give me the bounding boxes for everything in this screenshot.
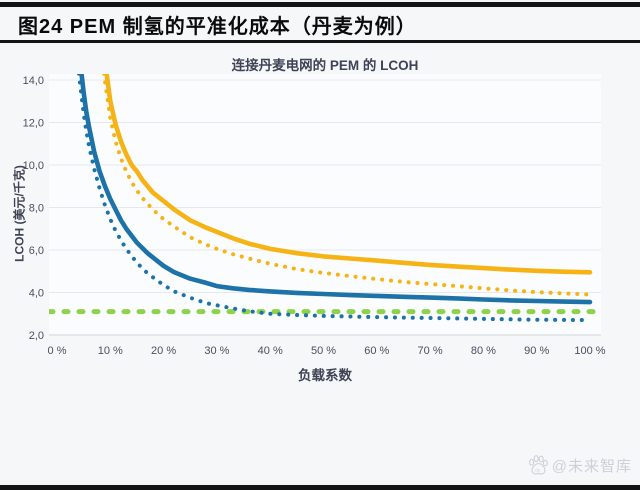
x-tick-label: 20 %: [151, 345, 176, 357]
series-blue-dotted: [76, 74, 592, 323]
series-group: [49, 74, 601, 323]
watermark-text: @未来智库: [551, 457, 632, 475]
x-tick-label: 60 %: [364, 345, 389, 357]
y-tick-label: 4,0: [29, 287, 44, 299]
series-blue-solid: [79, 74, 593, 305]
y-tick-label: 12,0: [23, 117, 44, 129]
y-tick-label: 2,0: [29, 330, 44, 342]
x-tick-label: 30 %: [204, 345, 229, 357]
watermark: du @未来智库: [527, 454, 632, 476]
y-tick-label: 6,0: [29, 245, 44, 257]
series-yellow-dotted: [101, 74, 592, 297]
y-tick-label: 8,0: [29, 202, 44, 214]
paw-label: du: [535, 467, 541, 472]
x-tick-label: 70 %: [418, 345, 443, 357]
figure-title: 图24 PEM 制氢的平准化成本（丹麦为例）: [18, 16, 417, 38]
x-tick-label: 100 %: [574, 345, 605, 357]
baidu-paw-icon: du: [528, 455, 548, 475]
x-tick-label: 10 %: [98, 345, 123, 357]
x-tick-label: 40 %: [258, 345, 283, 357]
chart-title: 连接丹麦电网的 PEM 的 LCOH: [231, 58, 419, 73]
y-tick-label: 10,0: [23, 160, 44, 172]
x-tick-label: 0 %: [48, 345, 67, 357]
x-tick-label: 50 %: [311, 345, 336, 357]
plot-area: [49, 74, 601, 336]
x-axis-title: 负载系数: [298, 368, 352, 383]
header-divider: [0, 40, 640, 43]
x-tick-label: 80 %: [471, 345, 496, 357]
bottom-rule: [0, 485, 640, 490]
y-tick-label: 14,0: [23, 75, 44, 87]
series-yellow-solid: [104, 74, 593, 275]
x-tick-label: 90 %: [524, 345, 549, 357]
top-rule: [0, 2, 640, 7]
